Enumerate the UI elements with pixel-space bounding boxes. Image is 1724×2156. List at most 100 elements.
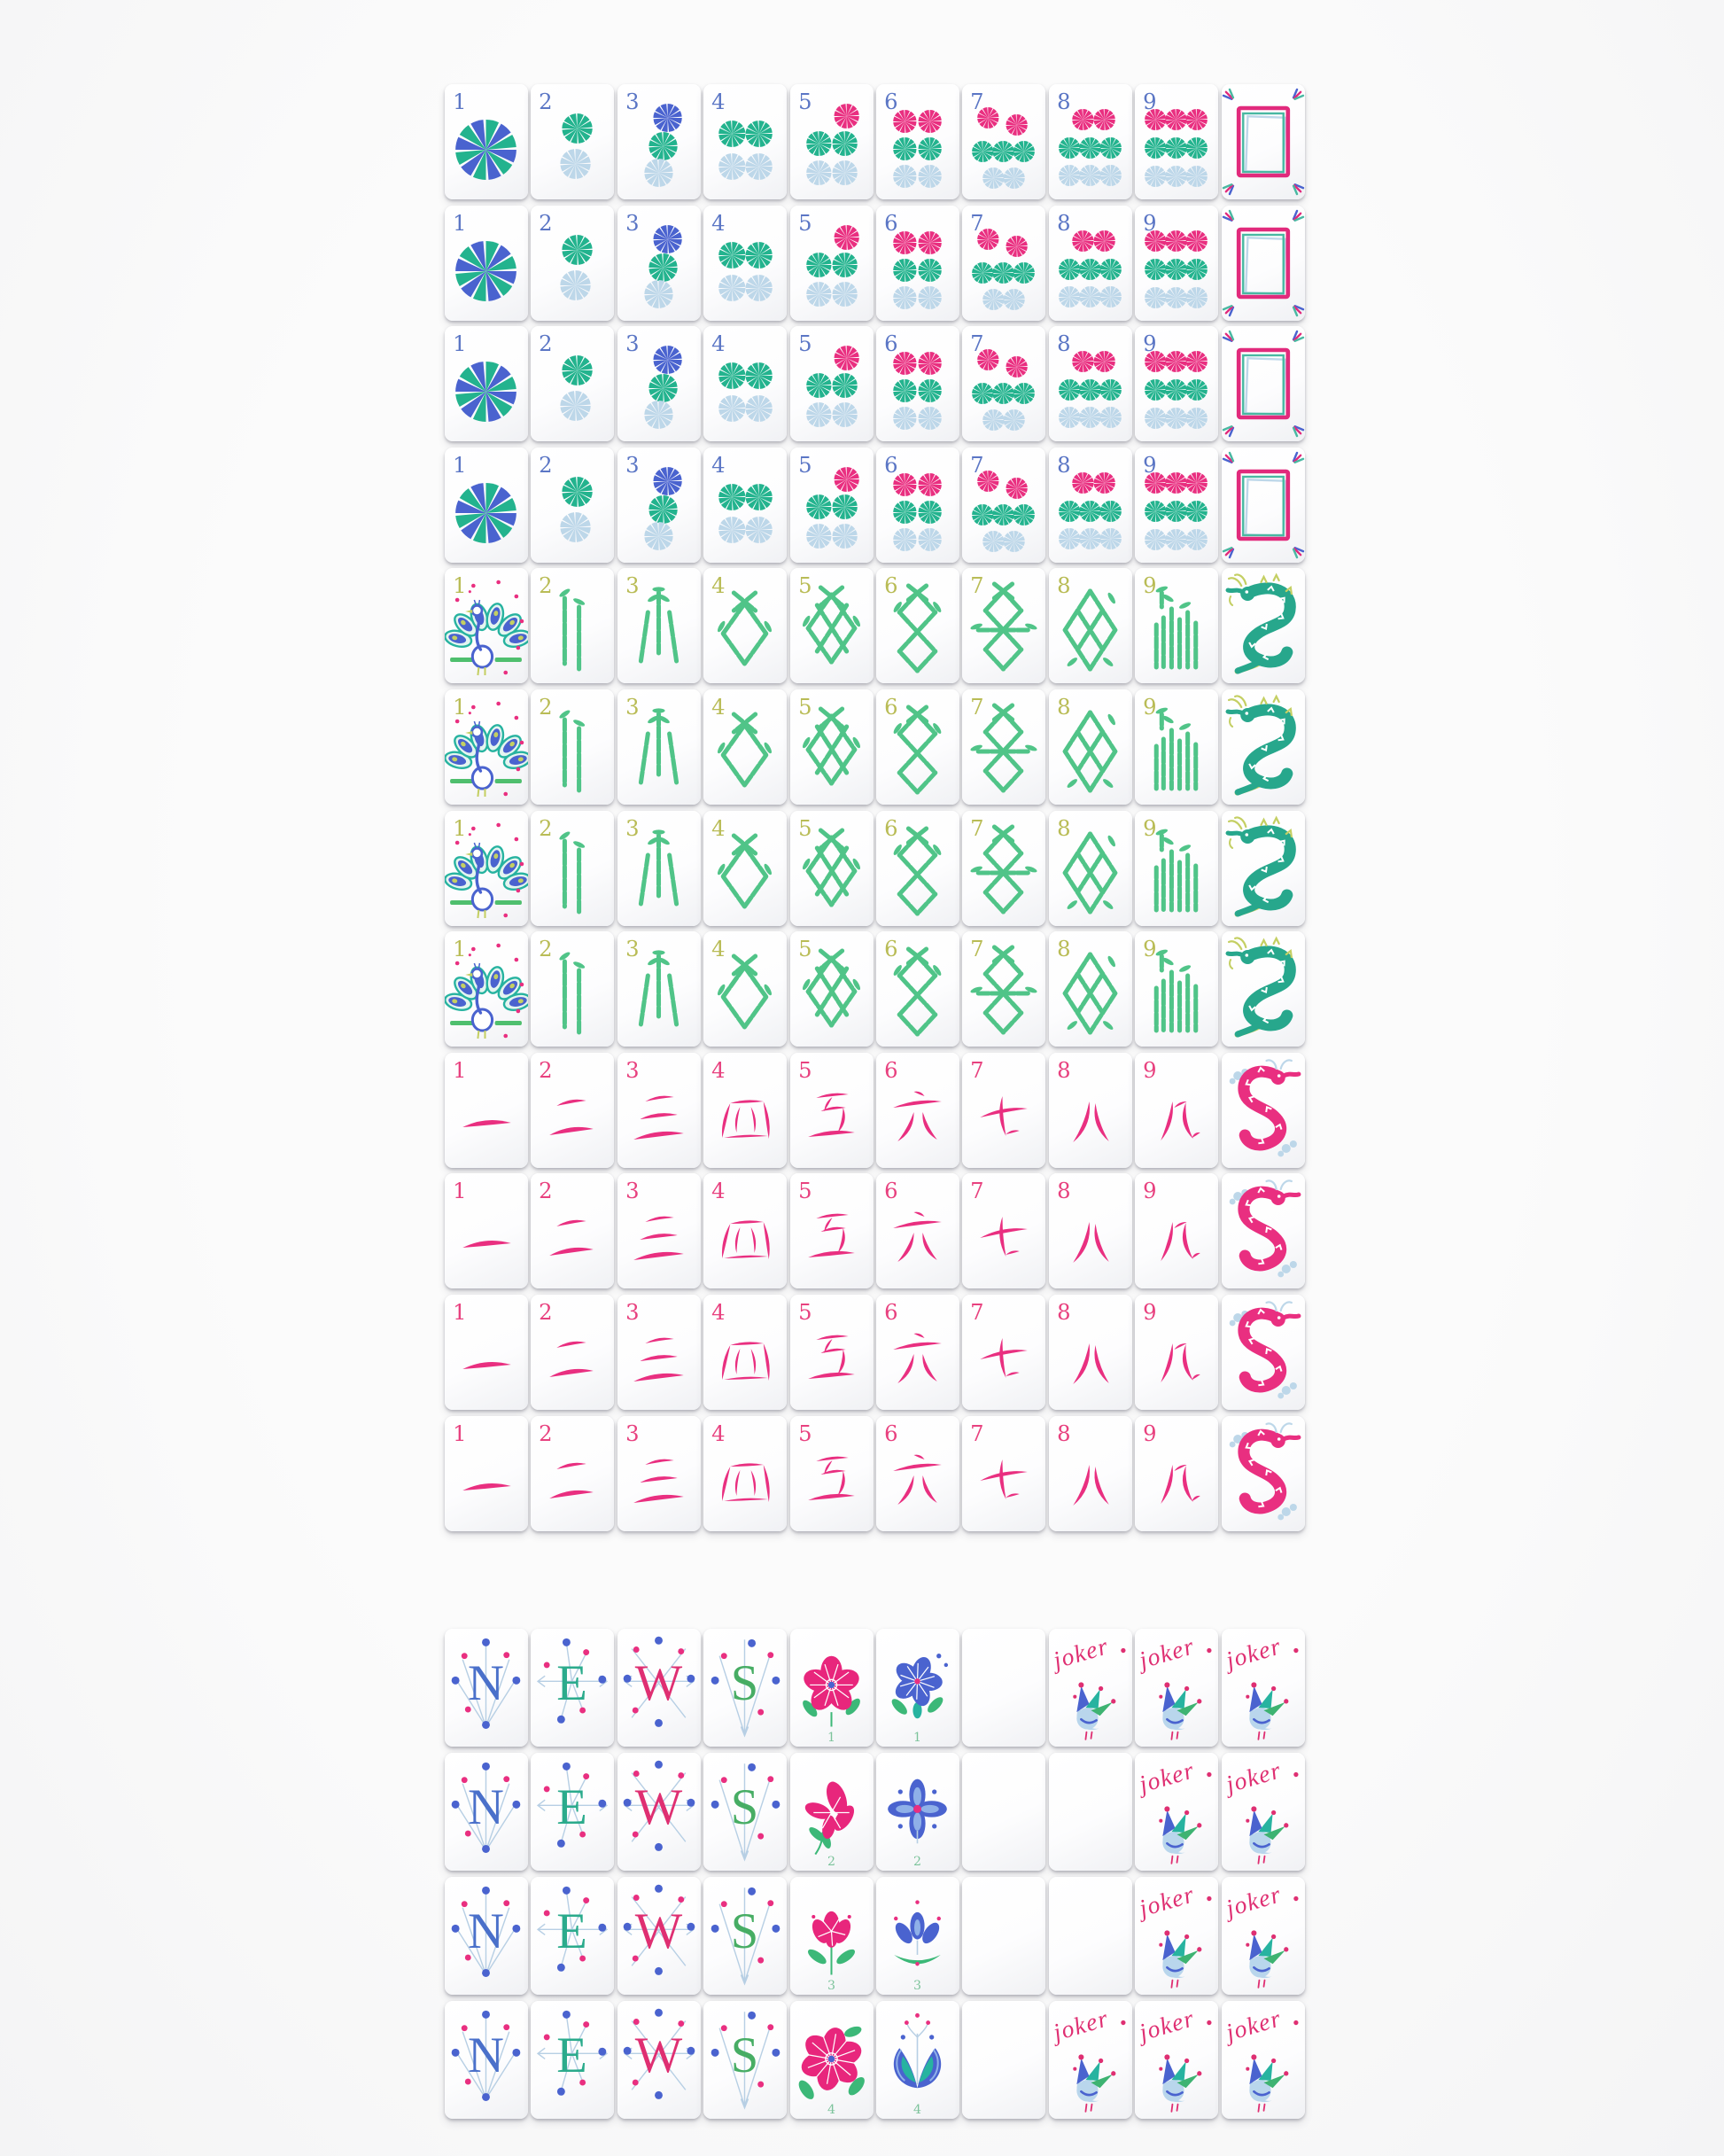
tile-flower-blue-3[interactable]: 3 — [875, 1877, 959, 1995]
tile-craks-5[interactable]: 5 — [789, 1173, 874, 1289]
tile-dots-8[interactable]: 8 — [1048, 447, 1132, 563]
tile-dots-3[interactable]: 3 — [617, 447, 701, 563]
tile-pink-dragon[interactable] — [1221, 1294, 1305, 1410]
tile-craks-4[interactable]: 4 — [703, 1173, 788, 1289]
tile-craks-3[interactable]: 3 — [617, 1294, 701, 1410]
tile-bams-7[interactable]: 7 — [962, 810, 1046, 926]
tile-craks-9[interactable]: 9 — [1135, 1173, 1219, 1289]
tile-wind-e[interactable]: E — [531, 1877, 615, 1995]
tile-wind-s[interactable]: S — [703, 1753, 788, 1871]
tile-bams-3[interactable]: 3 — [617, 689, 701, 805]
tile-soap[interactable] — [1221, 447, 1305, 563]
tile-wind-s[interactable]: S — [703, 1629, 788, 1747]
tile-dots-2[interactable]: 2 — [531, 326, 615, 442]
tile-dots-1[interactable]: 1 — [445, 326, 528, 442]
tile-bams-1[interactable]: 1. — [445, 931, 528, 1047]
tile-wind-n[interactable]: N — [445, 2001, 528, 2119]
tile-dots-2[interactable]: 2 — [531, 84, 615, 199]
tile-bams-8[interactable]: 8 — [1048, 931, 1132, 1047]
tile-dots-6[interactable]: 6 — [875, 326, 959, 442]
tile-flower-pink-2[interactable]: 2 — [789, 1753, 874, 1871]
tile-bams-6[interactable]: 6 — [875, 689, 959, 805]
tile-dots-9[interactable]: 9 — [1135, 326, 1219, 442]
tile-wind-w[interactable]: W — [617, 1753, 701, 1871]
tile-dots-6[interactable]: 6 — [875, 84, 959, 199]
tile-bams-9[interactable]: 9 — [1135, 810, 1219, 926]
tile-flower-pink-4[interactable]: 4 — [789, 2001, 874, 2119]
tile-bams-4[interactable]: 4 — [703, 689, 788, 805]
tile-dots-5[interactable]: 5 — [789, 326, 874, 442]
tile-bams-8[interactable]: 8 — [1048, 689, 1132, 805]
tile-green-dragon[interactable] — [1221, 810, 1305, 926]
tile-joker[interactable]: joker — [1221, 2001, 1305, 2119]
tile-bams-7[interactable]: 7 — [962, 689, 1046, 805]
tile-bams-9[interactable]: 9 — [1135, 931, 1219, 1047]
tile-craks-4[interactable]: 4 — [703, 1052, 788, 1168]
tile-flower-blue-4[interactable]: 4 — [875, 2001, 959, 2119]
tile-dots-8[interactable]: 8 — [1048, 84, 1132, 199]
tile-wind-w[interactable]: W — [617, 1629, 701, 1747]
tile-joker[interactable]: joker — [1048, 2001, 1132, 2119]
tile-joker[interactable]: joker — [1135, 1629, 1219, 1747]
tile-craks-3[interactable]: 3 — [617, 1052, 701, 1168]
tile-soap[interactable] — [1221, 205, 1305, 321]
tile-wind-e[interactable]: E — [531, 2001, 615, 2119]
tile-bams-7[interactable]: 7 — [962, 568, 1046, 684]
tile-dots-6[interactable]: 6 — [875, 447, 959, 563]
tile-joker[interactable]: joker — [1135, 1753, 1219, 1871]
tile-green-dragon[interactable] — [1221, 689, 1305, 805]
tile-dots-8[interactable]: 8 — [1048, 205, 1132, 321]
tile-dots-8[interactable]: 8 — [1048, 326, 1132, 442]
tile-bams-8[interactable]: 8 — [1048, 810, 1132, 926]
tile-craks-6[interactable]: 6 — [875, 1173, 959, 1289]
tile-bams-6[interactable]: 6 — [875, 568, 959, 684]
tile-craks-8[interactable]: 8 — [1048, 1052, 1132, 1168]
tile-blank[interactable] — [1048, 1753, 1132, 1871]
tile-bams-1[interactable]: 1. — [445, 810, 528, 926]
tile-craks-3[interactable]: 3 — [617, 1173, 701, 1289]
tile-bams-5[interactable]: 5 — [789, 931, 874, 1047]
tile-bams-2[interactable]: 2 — [531, 689, 615, 805]
tile-craks-6[interactable]: 6 — [875, 1052, 959, 1168]
tile-pink-dragon[interactable] — [1221, 1052, 1305, 1168]
tile-dots-3[interactable]: 3 — [617, 205, 701, 321]
tile-bams-2[interactable]: 2 — [531, 810, 615, 926]
tile-dots-5[interactable]: 5 — [789, 447, 874, 563]
tile-bams-1[interactable]: 1. — [445, 568, 528, 684]
tile-flower-pink-3[interactable]: 3 — [789, 1877, 874, 1995]
tile-dots-4[interactable]: 4 — [703, 84, 788, 199]
tile-blank[interactable] — [962, 1753, 1046, 1871]
tile-craks-7[interactable]: 7 — [962, 1173, 1046, 1289]
tile-craks-7[interactable]: 7 — [962, 1415, 1046, 1531]
tile-craks-2[interactable]: 2 — [531, 1415, 615, 1531]
tile-craks-1[interactable]: 1 — [445, 1294, 528, 1410]
tile-craks-8[interactable]: 8 — [1048, 1173, 1132, 1289]
tile-wind-n[interactable]: N — [445, 1753, 528, 1871]
tile-dots-1[interactable]: 1 — [445, 447, 528, 563]
tile-wind-s[interactable]: S — [703, 2001, 788, 2119]
tile-bams-4[interactable]: 4 — [703, 931, 788, 1047]
tile-craks-2[interactable]: 2 — [531, 1052, 615, 1168]
tile-bams-2[interactable]: 2 — [531, 568, 615, 684]
tile-dots-7[interactable]: 7 — [962, 205, 1046, 321]
tile-blank[interactable] — [962, 1629, 1046, 1747]
tile-dots-7[interactable]: 7 — [962, 326, 1046, 442]
tile-bams-9[interactable]: 9 — [1135, 568, 1219, 684]
tile-wind-n[interactable]: N — [445, 1629, 528, 1747]
tile-wind-e[interactable]: E — [531, 1753, 615, 1871]
tile-craks-8[interactable]: 8 — [1048, 1294, 1132, 1410]
tile-flower-blue-2[interactable]: 2 — [875, 1753, 959, 1871]
tile-wind-w[interactable]: W — [617, 2001, 701, 2119]
tile-wind-s[interactable]: S — [703, 1877, 788, 1995]
tile-dots-9[interactable]: 9 — [1135, 84, 1219, 199]
tile-dots-7[interactable]: 7 — [962, 84, 1046, 199]
tile-craks-8[interactable]: 8 — [1048, 1415, 1132, 1531]
tile-dots-9[interactable]: 9 — [1135, 205, 1219, 321]
tile-dots-2[interactable]: 2 — [531, 205, 615, 321]
tile-craks-1[interactable]: 1 — [445, 1415, 528, 1531]
tile-craks-7[interactable]: 7 — [962, 1294, 1046, 1410]
tile-bams-6[interactable]: 6 — [875, 810, 959, 926]
tile-soap[interactable] — [1221, 84, 1305, 199]
tile-joker[interactable]: joker — [1048, 1629, 1132, 1747]
tile-craks-5[interactable]: 5 — [789, 1052, 874, 1168]
